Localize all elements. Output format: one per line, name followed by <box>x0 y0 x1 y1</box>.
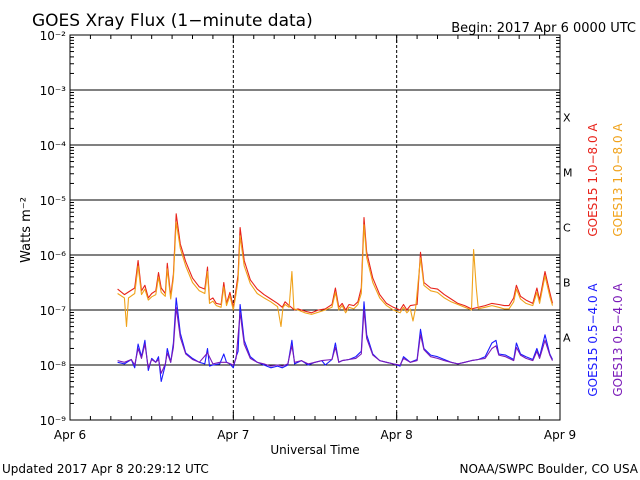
plot-grid <box>70 35 560 420</box>
legend: GOES15 1.0−8.0 A GOES13 1.0−8.0 A GOES15 0… <box>586 123 625 397</box>
y-tick-label: 10⁻² <box>40 29 67 43</box>
footer-source: NOAA/SWPC Boulder, CO USA <box>460 462 639 476</box>
series-line-0 <box>117 213 554 314</box>
y-tick-label: 10⁻⁴ <box>40 139 67 153</box>
flare-class-label: X <box>563 112 571 125</box>
flare-class-label: B <box>563 277 571 290</box>
y-tick-label: 10⁻³ <box>40 84 67 98</box>
flare-class-label: A <box>563 332 571 345</box>
flare-class-label: C <box>563 222 571 235</box>
legend-entry: GOES13 0.5−4.0 A <box>611 283 625 397</box>
series-line-1 <box>117 221 554 328</box>
begin-label: Begin: 2017 Apr 6 0000 UTC <box>451 21 636 36</box>
x-tick-label: Apr 9 <box>544 428 576 442</box>
chart-title: GOES Xray Flux (1−minute data) <box>32 11 313 31</box>
y-tick-label: 10⁻⁸ <box>40 359 67 373</box>
legend-entry: GOES15 1.0−8.0 A <box>586 123 600 237</box>
legend-entry: GOES15 0.5−4.0 A <box>586 283 600 397</box>
flare-class-label: M <box>563 167 573 180</box>
y-tick-label: 10⁻⁹ <box>40 414 67 428</box>
y-tick-label: 10⁻⁵ <box>40 194 67 208</box>
x-tick-label: Apr 6 <box>54 428 86 442</box>
x-tick-label: Apr 8 <box>381 428 413 442</box>
y-tick-label: 10⁻⁷ <box>40 304 67 318</box>
series-line-3 <box>117 306 553 374</box>
footer-updated: Updated 2017 Apr 8 20:29:12 UTC <box>2 462 209 476</box>
x-axis-label: Universal Time <box>270 443 359 457</box>
y-axis-label: Watts m⁻² <box>19 197 34 263</box>
x-tick-label: Apr 7 <box>217 428 249 442</box>
y-tick-label: 10⁻⁶ <box>40 249 67 263</box>
plot-series <box>117 213 554 383</box>
legend-entry: GOES13 1.0−8.0 A <box>611 123 625 237</box>
